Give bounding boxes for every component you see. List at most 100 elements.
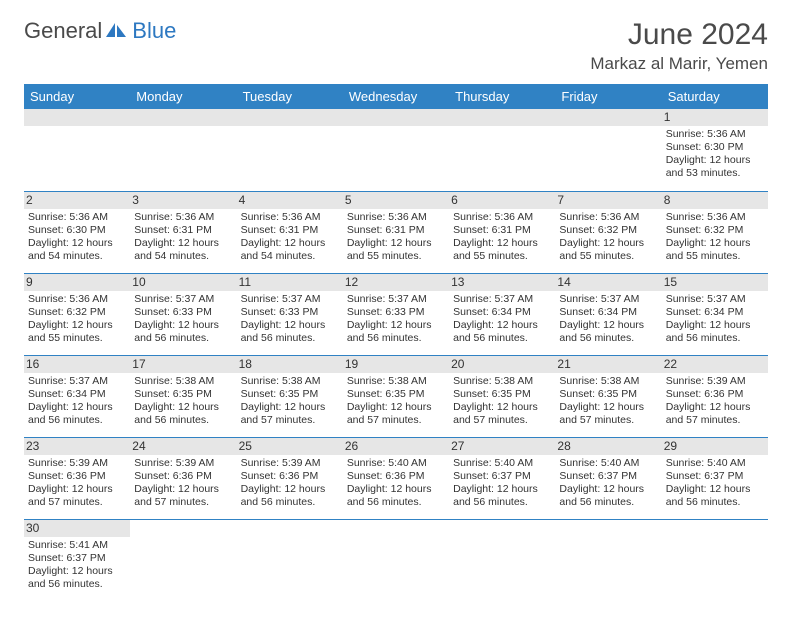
calendar-cell xyxy=(343,519,449,601)
logo: General Blue xyxy=(24,18,176,44)
calendar-cell: 13Sunrise: 5:37 AMSunset: 6:34 PMDayligh… xyxy=(449,273,555,355)
daylight-text: Daylight: 12 hours and 56 minutes. xyxy=(241,483,339,509)
sunset-text: Sunset: 6:36 PM xyxy=(347,470,445,483)
daylight-text: Daylight: 12 hours and 53 minutes. xyxy=(666,154,764,180)
sunset-text: Sunset: 6:34 PM xyxy=(666,306,764,319)
sunset-text: Sunset: 6:34 PM xyxy=(28,388,126,401)
sail-icon xyxy=(105,21,127,42)
weekday-header-row: SundayMondayTuesdayWednesdayThursdayFrid… xyxy=(24,84,768,109)
calendar-cell: 6Sunrise: 5:36 AMSunset: 6:31 PMDaylight… xyxy=(449,191,555,273)
sunrise-text: Sunrise: 5:36 AM xyxy=(134,211,232,224)
calendar-row: 1Sunrise: 5:36 AMSunset: 6:30 PMDaylight… xyxy=(24,109,768,191)
day-number: 11 xyxy=(237,274,343,291)
daylight-text: Daylight: 12 hours and 57 minutes. xyxy=(559,401,657,427)
calendar-cell: 14Sunrise: 5:37 AMSunset: 6:34 PMDayligh… xyxy=(555,273,661,355)
day-number: 27 xyxy=(449,438,555,455)
empty-day-strip xyxy=(343,109,449,126)
weekday-header: Monday xyxy=(130,84,236,109)
weekday-header: Sunday xyxy=(24,84,130,109)
sunrise-text: Sunrise: 5:39 AM xyxy=(134,457,232,470)
sunset-text: Sunset: 6:33 PM xyxy=(241,306,339,319)
sunrise-text: Sunrise: 5:39 AM xyxy=(241,457,339,470)
sunset-text: Sunset: 6:37 PM xyxy=(559,470,657,483)
calendar-cell: 1Sunrise: 5:36 AMSunset: 6:30 PMDaylight… xyxy=(662,109,768,191)
location: Markaz al Marir, Yemen xyxy=(590,54,768,74)
daylight-text: Daylight: 12 hours and 56 minutes. xyxy=(559,319,657,345)
calendar-cell xyxy=(130,519,236,601)
day-number: 18 xyxy=(237,356,343,373)
calendar-cell: 2Sunrise: 5:36 AMSunset: 6:30 PMDaylight… xyxy=(24,191,130,273)
calendar-cell xyxy=(449,109,555,191)
calendar-cell: 22Sunrise: 5:39 AMSunset: 6:36 PMDayligh… xyxy=(662,355,768,437)
calendar-cell: 15Sunrise: 5:37 AMSunset: 6:34 PMDayligh… xyxy=(662,273,768,355)
weekday-header: Friday xyxy=(555,84,661,109)
day-number: 20 xyxy=(449,356,555,373)
sunrise-text: Sunrise: 5:38 AM xyxy=(134,375,232,388)
day-number: 14 xyxy=(555,274,661,291)
day-number: 15 xyxy=(662,274,768,291)
sunrise-text: Sunrise: 5:36 AM xyxy=(666,211,764,224)
sunrise-text: Sunrise: 5:40 AM xyxy=(347,457,445,470)
day-number: 21 xyxy=(555,356,661,373)
calendar-cell: 17Sunrise: 5:38 AMSunset: 6:35 PMDayligh… xyxy=(130,355,236,437)
empty-day-strip xyxy=(555,109,661,126)
sunrise-text: Sunrise: 5:38 AM xyxy=(559,375,657,388)
calendar-cell: 12Sunrise: 5:37 AMSunset: 6:33 PMDayligh… xyxy=(343,273,449,355)
calendar-cell: 27Sunrise: 5:40 AMSunset: 6:37 PMDayligh… xyxy=(449,437,555,519)
calendar-cell xyxy=(24,109,130,191)
day-number: 10 xyxy=(130,274,236,291)
sunrise-text: Sunrise: 5:38 AM xyxy=(347,375,445,388)
calendar-cell: 20Sunrise: 5:38 AMSunset: 6:35 PMDayligh… xyxy=(449,355,555,437)
daylight-text: Daylight: 12 hours and 57 minutes. xyxy=(453,401,551,427)
title-block: June 2024 Markaz al Marir, Yemen xyxy=(590,18,768,74)
day-number: 19 xyxy=(343,356,449,373)
sunset-text: Sunset: 6:34 PM xyxy=(559,306,657,319)
calendar-cell: 21 Sunrise: 5:38 AMSunset: 6:35 PMDayligh… xyxy=(555,355,661,437)
daylight-text: Daylight: 12 hours and 56 minutes. xyxy=(347,483,445,509)
daylight-text: Daylight: 12 hours and 56 minutes. xyxy=(28,401,126,427)
calendar-row: 30Sunrise: 5:41 AMSunset: 6:37 PMDayligh… xyxy=(24,519,768,601)
calendar-cell: 25 Sunrise: 5:39 AMSunset: 6:36 PMDayligh… xyxy=(237,437,343,519)
daylight-text: Daylight: 12 hours and 55 minutes. xyxy=(666,237,764,263)
sunset-text: Sunset: 6:31 PM xyxy=(453,224,551,237)
daylight-text: Daylight: 12 hours and 57 minutes. xyxy=(241,401,339,427)
sunset-text: Sunset: 6:37 PM xyxy=(28,552,126,565)
weekday-header: Thursday xyxy=(449,84,555,109)
day-number: 12 xyxy=(343,274,449,291)
sunrise-text: Sunrise: 5:37 AM xyxy=(28,375,126,388)
daylight-text: Daylight: 12 hours and 56 minutes. xyxy=(134,401,232,427)
sunrise-text: Sunrise: 5:36 AM xyxy=(666,128,764,141)
day-number: 29 xyxy=(662,438,768,455)
sunset-text: Sunset: 6:32 PM xyxy=(28,306,126,319)
calendar-body: 1Sunrise: 5:36 AMSunset: 6:30 PMDaylight… xyxy=(24,109,768,601)
sunrise-text: Sunrise: 5:39 AM xyxy=(666,375,764,388)
sunrise-text: Sunrise: 5:38 AM xyxy=(241,375,339,388)
sunset-text: Sunset: 6:36 PM xyxy=(241,470,339,483)
sunrise-text: Sunrise: 5:37 AM xyxy=(134,293,232,306)
day-number: 6 xyxy=(449,192,555,209)
sunrise-text: Sunrise: 5:37 AM xyxy=(347,293,445,306)
sunset-text: Sunset: 6:31 PM xyxy=(241,224,339,237)
calendar-cell xyxy=(237,109,343,191)
empty-day-strip xyxy=(24,109,130,126)
calendar-cell: 16Sunrise: 5:37 AMSunset: 6:34 PMDayligh… xyxy=(24,355,130,437)
sunrise-text: Sunrise: 5:37 AM xyxy=(666,293,764,306)
sunrise-text: Sunrise: 5:36 AM xyxy=(241,211,339,224)
daylight-text: Daylight: 12 hours and 56 minutes. xyxy=(453,319,551,345)
calendar-cell: 9Sunrise: 5:36 AMSunset: 6:32 PMDaylight… xyxy=(24,273,130,355)
sunrise-text: Sunrise: 5:40 AM xyxy=(559,457,657,470)
logo-text-blue: Blue xyxy=(132,18,176,44)
sunset-text: Sunset: 6:36 PM xyxy=(666,388,764,401)
sunset-text: Sunset: 6:35 PM xyxy=(347,388,445,401)
empty-day-strip xyxy=(130,109,236,126)
daylight-text: Daylight: 12 hours and 56 minutes. xyxy=(134,319,232,345)
calendar-cell: 11Sunrise: 5:37 AMSunset: 6:33 PMDayligh… xyxy=(237,273,343,355)
calendar-cell: 19Sunrise: 5:38 AMSunset: 6:35 PMDayligh… xyxy=(343,355,449,437)
sunrise-text: Sunrise: 5:36 AM xyxy=(28,293,126,306)
sunset-text: Sunset: 6:35 PM xyxy=(559,388,657,401)
day-number: 1 xyxy=(662,109,768,126)
calendar-cell: 5Sunrise: 5:36 AMSunset: 6:31 PMDaylight… xyxy=(343,191,449,273)
day-number: 25 xyxy=(237,438,343,455)
calendar-cell: 18Sunrise: 5:38 AMSunset: 6:35 PMDayligh… xyxy=(237,355,343,437)
empty-day-strip xyxy=(449,109,555,126)
